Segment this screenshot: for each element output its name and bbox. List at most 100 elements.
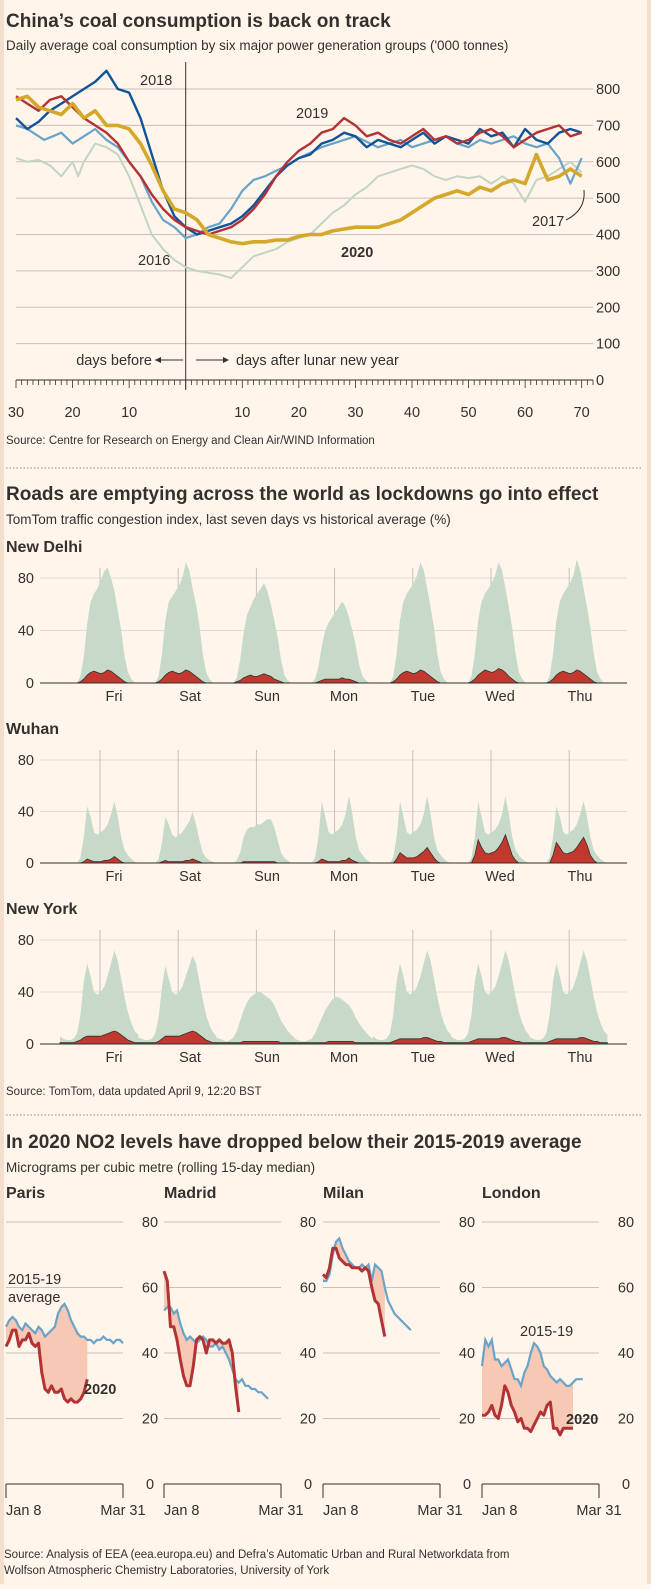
no2-2020-line xyxy=(162,1270,241,1413)
no2-london-avg-label: 2015-19 xyxy=(520,1324,573,1340)
traffic-current-area xyxy=(528,1037,608,1045)
frame-right xyxy=(647,0,651,1584)
traffic-y-tick-label: 40 xyxy=(18,805,34,821)
no2-y-tick-label: 80 xyxy=(300,1215,316,1231)
coal-x-tick-label: 50 xyxy=(460,405,476,421)
coal-y-tick-label: 800 xyxy=(596,82,620,98)
no2-city-title: Madrid xyxy=(164,1185,216,1202)
no2-city-title: Paris xyxy=(6,1185,45,1202)
coal-y-tick-label: 400 xyxy=(596,228,620,244)
traffic-day-label: Thu xyxy=(568,1050,593,1066)
traffic-current-area xyxy=(294,1041,374,1045)
no2-x-tick-label: Mar 31 xyxy=(576,1503,621,1519)
no2-y-tick-label: 40 xyxy=(142,1346,158,1362)
coal-label-2020: 2020 xyxy=(341,245,373,261)
no2-gap-area xyxy=(6,1303,88,1403)
no2-2020-line xyxy=(321,1246,387,1337)
frame-left xyxy=(0,0,4,1584)
traffic-panel-new-york: New York 0 40 80 Fri Sat Sun Mon Tue Wed Thu xyxy=(6,901,627,1066)
traffic-day-label: Sat xyxy=(179,869,201,885)
no2-london-2020-label: 2020 xyxy=(566,1412,598,1428)
no2-y-tick-label: 60 xyxy=(618,1281,634,1297)
no2-x-tick-label: Jan 8 xyxy=(482,1503,517,1519)
coal-line-2019 xyxy=(15,95,583,236)
traffic-day-label: Mon xyxy=(330,1050,358,1066)
no2-2020-line xyxy=(4,1328,89,1404)
traffic-y-tick-label: 0 xyxy=(26,856,34,872)
coal-x-tick-label: 20 xyxy=(64,405,80,421)
traffic-current-area xyxy=(372,1037,452,1045)
no2-y-tick-label: 0 xyxy=(463,1477,471,1493)
traffic-day-label: Thu xyxy=(568,869,593,885)
coal-y-tick-label: 600 xyxy=(596,155,620,171)
no2-y-tick-label: 20 xyxy=(300,1412,316,1428)
coal-y-tick-label: 0 xyxy=(596,373,604,389)
no2-y-tick-label: 40 xyxy=(300,1346,316,1362)
no2-charts: Paris 0 20 40 60 80 Jan 8 Mar 31 Madrid 0 20 40 60 80… xyxy=(4,1185,634,1519)
traffic-historical-area xyxy=(372,562,451,683)
traffic-historical-area xyxy=(529,950,608,1044)
traffic-y-tick-label: 80 xyxy=(18,933,34,949)
traffic-day-label: Wed xyxy=(485,689,515,705)
traffic-day-label: Thu xyxy=(568,689,593,705)
coal-line-2018 xyxy=(15,69,583,236)
no2-subtitle: Micrograms per cubic metre (rolling 15-d… xyxy=(6,1160,315,1175)
traffic-historical-area xyxy=(372,950,451,1044)
traffic-historical-area xyxy=(372,796,451,863)
traffic-current-area xyxy=(216,1041,295,1045)
traffic-day-label: Tue xyxy=(411,869,435,885)
traffic-historical-area xyxy=(451,562,530,683)
traffic-historical-area xyxy=(60,801,139,863)
no2-y-tick-label: 0 xyxy=(146,1477,154,1493)
coal-y-tick-label: 300 xyxy=(596,264,620,280)
no2-y-tick-label: 40 xyxy=(618,1346,634,1362)
traffic-current-area xyxy=(450,1037,530,1045)
traffic-y-tick-label: 0 xyxy=(26,676,34,692)
coal-line-2020 xyxy=(15,94,583,246)
traffic-city-title: New Delhi xyxy=(6,539,82,556)
no2-y-tick-label: 80 xyxy=(142,1215,158,1231)
traffic-historical-area xyxy=(451,950,530,1044)
no2-panel-madrid: Madrid 0 20 40 60 80 Jan 8 Mar 31 xyxy=(162,1185,316,1519)
no2-panel-milan: Milan 0 20 40 60 80 Jan 8 Mar 31 xyxy=(321,1185,475,1519)
no2-average-line xyxy=(480,1336,583,1389)
traffic-day-label: Fri xyxy=(106,689,123,705)
traffic-y-tick-label: 80 xyxy=(18,571,34,587)
traffic-day-label: Mon xyxy=(330,689,358,705)
coal-y-tick-label: 700 xyxy=(596,118,620,134)
coal-label-2019: 2019 xyxy=(296,106,328,122)
traffic-day-label: Wed xyxy=(485,1050,515,1066)
coal-label-2017-leader xyxy=(565,189,585,221)
traffic-panel-new-delhi: New Delhi 0 40 80 Fri Sat Sun Mon Tue Wed Thu xyxy=(6,539,627,705)
coal-y-tick-label: 500 xyxy=(596,191,620,207)
coal-x-tick-label: 60 xyxy=(517,405,533,421)
no2-x-tick-label: Mar 31 xyxy=(417,1503,462,1519)
traffic-y-tick-label: 0 xyxy=(26,1037,34,1053)
traffic-title: Roads are emptying across the world as l… xyxy=(6,484,599,505)
no2-y-tick-label: 0 xyxy=(304,1477,312,1493)
no2-y-tick-label: 20 xyxy=(459,1412,475,1428)
no2-paris-2020-label: 2020 xyxy=(84,1382,116,1398)
traffic-day-label: Sat xyxy=(179,1050,201,1066)
coal-x-tick-label: 30 xyxy=(347,405,363,421)
traffic-historical-area xyxy=(216,992,295,1044)
traffic-panel-wuhan: Wuhan 0 40 80 Fri Sat Sun Mon Tue Wed Thu xyxy=(6,721,627,885)
no2-y-tick-label: 40 xyxy=(459,1346,475,1362)
no2-city-title: Milan xyxy=(323,1185,364,1202)
traffic-historical-area xyxy=(138,811,217,863)
traffic-historical-area xyxy=(294,601,373,683)
no2-panel-paris: Paris 0 20 40 60 80 Jan 8 Mar 31 xyxy=(4,1185,158,1519)
traffic-historical-area xyxy=(294,997,373,1044)
traffic-city-title: Wuhan xyxy=(6,721,59,738)
coal-x-tick-label: 70 xyxy=(574,405,590,421)
no2-title: In 2020 NO2 levels have dropped below th… xyxy=(6,1132,582,1153)
traffic-day-label: Fri xyxy=(106,869,123,885)
coal-label-2017: 2017 xyxy=(532,214,564,230)
traffic-day-label: Tue xyxy=(411,689,435,705)
traffic-historical-area xyxy=(216,583,295,683)
traffic-historical-area xyxy=(138,955,217,1044)
